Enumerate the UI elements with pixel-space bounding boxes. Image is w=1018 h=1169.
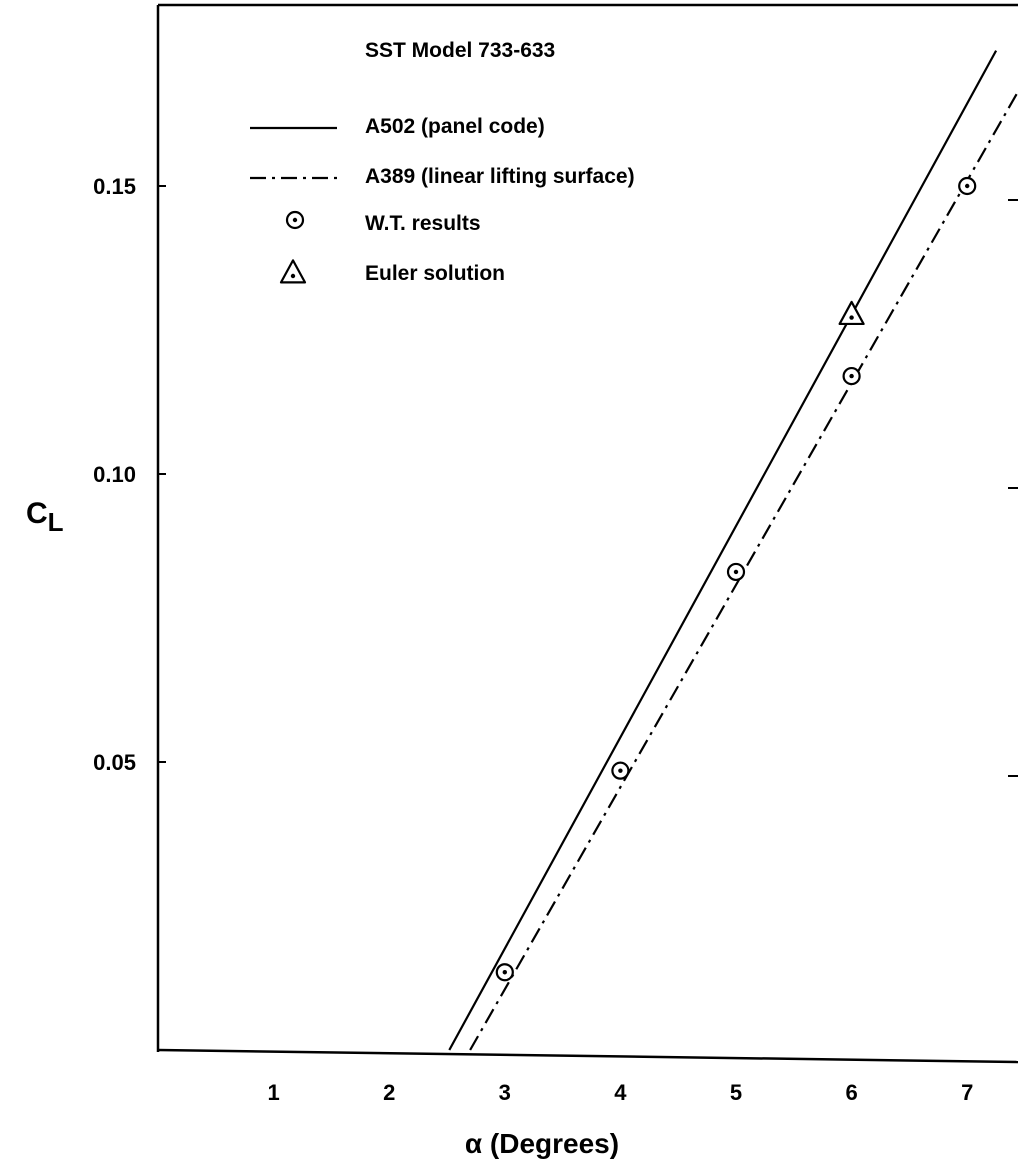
series-a389 (469, 89, 1018, 1051)
series-a502 (448, 50, 998, 1051)
legend-label: A502 (panel code) (365, 115, 545, 138)
series-wt (495, 176, 977, 982)
wt-marker-dot (733, 569, 739, 575)
y-tick-label: 0.10 (93, 462, 136, 487)
ticks-layer: 1 2 3 4 5 6 7 0.05 0.10 0.15 (93, 174, 1018, 1105)
wt-marker-dot (502, 970, 507, 975)
euler-marker-triangle (279, 259, 307, 284)
x-tick-label: 3 (499, 1080, 511, 1105)
y-tick-label: 0.15 (93, 174, 136, 199)
data-point (838, 300, 865, 326)
y-axis-label: CL (26, 497, 64, 537)
euler-marker-dot (849, 315, 854, 320)
data-point (958, 176, 977, 196)
legend-entry: A502 (panel code) (250, 115, 545, 138)
y-axis-label-subscript: L (48, 507, 64, 537)
y-tick-label: 0.05 (93, 750, 136, 775)
legend-label: A389 (linear lifting surface) (365, 165, 635, 188)
chart-title: SST Model 733-633 (365, 39, 555, 62)
euler-marker-triangle (838, 300, 865, 326)
x-axis-line (157, 1048, 1018, 1064)
data-point (842, 366, 861, 386)
legend-label: Euler solution (365, 262, 505, 285)
data-point (611, 761, 630, 780)
x-tick-label: 7 (961, 1080, 973, 1105)
series-euler (838, 300, 865, 326)
x-tick-label: 2 (383, 1080, 395, 1105)
legend-entry: W.T. results (285, 210, 481, 235)
series-layer (448, 50, 1018, 1051)
wt-marker-dot (618, 768, 623, 773)
x-axis-label: α (Degrees) (465, 1128, 619, 1159)
wt-marker-dot (849, 373, 854, 379)
euler-marker-dot (290, 273, 296, 279)
data-point (726, 562, 746, 582)
series-line (469, 89, 1018, 1051)
plot-frame (156, 3, 1018, 1064)
data-point (495, 963, 514, 982)
wt-marker-dot (965, 183, 970, 189)
x-tick-label: 5 (730, 1080, 742, 1105)
x-tick-label: 4 (614, 1080, 627, 1105)
series-line (448, 50, 998, 1051)
legend: A502 (panel code) A389 (linear lifting su… (250, 115, 635, 285)
x-tick-label: 6 (845, 1080, 857, 1105)
legend-entry: A389 (linear lifting surface) (250, 165, 635, 188)
wt-marker-dot (292, 217, 298, 223)
legend-entry: Euler solution (279, 259, 505, 285)
y-axis-label-main: C (26, 497, 48, 530)
x-tick-label: 1 (267, 1080, 279, 1105)
legend-label: W.T. results (365, 212, 481, 235)
